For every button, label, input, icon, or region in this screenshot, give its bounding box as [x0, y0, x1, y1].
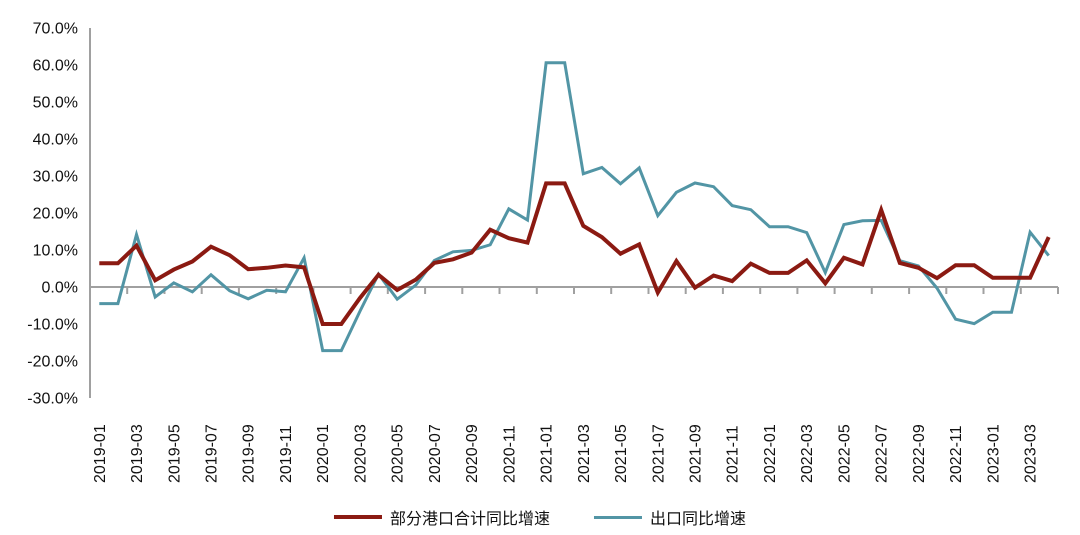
x-axis-label: 2021-09: [688, 424, 705, 483]
ports-series-line: [99, 181, 1051, 326]
y-axis-label: 50.0%: [33, 95, 78, 112]
x-axis-label: 2022-07: [874, 424, 891, 483]
y-axis-label: 40.0%: [33, 132, 78, 149]
y-axis-label: 60.0%: [33, 58, 78, 75]
y-axis-label: -20.0%: [27, 354, 78, 371]
x-axis-label: 2020-03: [352, 424, 369, 483]
x-axis-label: 2023-03: [1023, 424, 1040, 483]
x-axis-label: 2022-11: [948, 425, 965, 483]
ports-series-label: 部分港口合计同比增速: [389, 511, 550, 528]
y-axis-label: 30.0%: [33, 169, 78, 186]
x-axis-label: 2020-01: [315, 424, 332, 483]
x-axis-label: 2019-11: [278, 425, 295, 483]
x-axis-label: 2022-05: [836, 424, 853, 483]
y-axis-label: 0.0%: [42, 280, 78, 297]
x-axis-label: 2019-01: [92, 424, 109, 483]
y-axis-label: 70.0%: [33, 21, 78, 38]
x-axis-label: 2023-01: [985, 424, 1002, 483]
x-axis-label: 2021-11: [725, 425, 742, 483]
x-axis-label: 2019-03: [129, 424, 146, 483]
y-axis-label: -30.0%: [27, 391, 78, 408]
y-axis-label: 20.0%: [33, 206, 78, 223]
y-axis-label: -10.0%: [27, 317, 78, 334]
x-axis-label: 2019-07: [204, 424, 221, 483]
x-axis-label: 2020-11: [501, 425, 518, 483]
x-axis-label: 2022-03: [799, 424, 816, 483]
ports-series-swatch: [333, 515, 382, 519]
y-axis-label: 10.0%: [33, 243, 78, 260]
x-axis-label: 2020-09: [464, 424, 481, 483]
legend: 部分港口合计同比增速 出口同比增速: [333, 505, 746, 529]
x-axis-label: 2021-01: [539, 424, 556, 483]
x-axis-label: 2021-05: [613, 424, 630, 483]
x-axis-label: 2022-01: [762, 424, 779, 483]
legend-item-exports: 出口同比增速: [594, 505, 746, 529]
exports-series-label: 出口同比增速: [650, 511, 747, 528]
exports-series-swatch: [594, 515, 642, 519]
x-axis-label: 2019-05: [166, 424, 183, 483]
x-axis-label: 2021-03: [576, 424, 593, 483]
x-axis-label: 2020-05: [390, 424, 407, 483]
x-axis-label: 2020-07: [427, 424, 444, 483]
legend-item-ports: 部分港口合计同比增速: [333, 505, 550, 529]
x-axis-label: 2019-09: [241, 424, 258, 483]
x-axis-label: 2021-07: [650, 424, 667, 483]
x-axis-label: 2022-09: [911, 424, 928, 483]
